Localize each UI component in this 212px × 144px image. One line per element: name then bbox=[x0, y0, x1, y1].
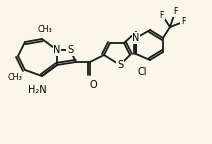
Text: N: N bbox=[132, 33, 140, 43]
Text: H₂N: H₂N bbox=[28, 85, 46, 95]
Text: F: F bbox=[181, 18, 185, 26]
Text: S: S bbox=[67, 45, 73, 55]
Text: Cl: Cl bbox=[137, 67, 147, 77]
Text: O: O bbox=[89, 80, 97, 90]
Text: N: N bbox=[53, 45, 61, 55]
Text: F: F bbox=[173, 7, 177, 17]
Text: CH₃: CH₃ bbox=[8, 73, 22, 83]
Text: S: S bbox=[117, 60, 123, 70]
Text: CH₃: CH₃ bbox=[38, 24, 52, 34]
Text: F: F bbox=[160, 11, 164, 19]
